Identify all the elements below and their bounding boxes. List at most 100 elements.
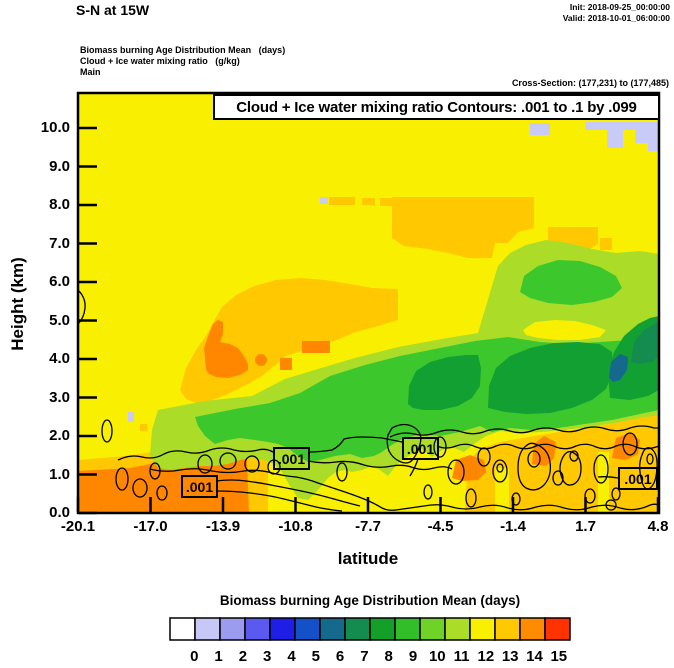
plot-border [76,91,661,515]
region-orange-dot [255,354,267,366]
colorbar-tick-label: 1 [214,648,223,665]
region-orange-bar [302,341,330,353]
colorbar-cell [444,617,471,641]
y-tick-label: 7.0 [49,234,70,252]
colorbar-tick-label: 11 [453,648,470,665]
contour-label: .001 [624,470,652,487]
contour-line [307,460,453,471]
contour-cell [622,432,638,456]
plot-title-box: Cloud + Ice water mixing ratio Contours:… [213,94,660,120]
region-lavender-dash [320,197,328,204]
contour-cell [477,447,491,467]
valid-timestamp: Valid: 2018-10-01_06:00:00 [562,13,670,23]
x-tick-label: -13.9 [205,518,241,535]
region-teal-core [609,354,628,382]
colorbar-cell [294,617,321,641]
region-midgreen-upper-patch [520,260,622,305]
colorbar-cell [269,617,296,641]
contour-cell [611,487,621,501]
y-tick-label: 0.0 [49,504,70,521]
y-tick-label: 2.0 [49,427,70,444]
region-darkgreen-core [488,342,613,414]
region-gold-upper-band [392,197,534,258]
contour-line [436,443,659,450]
colorbar-cell [369,617,396,641]
x-tick-label: -17.0 [133,518,168,535]
field-name-contour: Cloud + Ice water mixing ratio (g/kg) [80,56,240,66]
x-tick-label: 1.7 [575,518,596,535]
colorbar-tick-label: 4 [287,648,296,665]
colorbar-tick-label: 2 [238,648,248,665]
colorbar-cell [494,617,521,641]
region-gold-upper-right-small [600,238,612,250]
region-darkgreen-core [408,355,481,410]
field-name-mean: Biomass burning Age Distribution Mean (d… [80,45,286,55]
region-gold-dash [362,198,375,205]
contour-cell [569,450,579,462]
contour-label: .001 [277,450,306,467]
region-deepgreen-core [631,322,659,364]
contour-cell [115,467,129,491]
contour-cell [584,488,596,504]
region-lavender-dash [128,412,134,422]
colorbar-cell [469,617,496,641]
colorbar-tick-label: 13 [501,648,519,665]
contour-cell [517,442,552,491]
contour-cell [527,450,541,468]
y-tick-label: 9.0 [49,157,70,175]
colorbar-cell [544,617,571,641]
x-tick-label: -1.4 [500,518,526,535]
contour-cell [496,463,504,473]
region-yellow-gap [523,320,606,340]
colorbar-cell [319,617,346,641]
colorbar-tick-label: 3 [263,648,272,665]
contour-cell [639,447,658,490]
x-axis-ticks [76,497,660,512]
region-yellow-notch [495,468,509,513]
region-lavender-patch [530,123,550,135]
contour-cell [559,451,582,486]
y-axis-label: Height (km) [8,257,27,351]
contour-line [389,425,659,438]
y-tick-label: 8.0 [49,196,70,213]
contour-label-box: .001 [273,447,310,470]
region-gold-dot [140,424,147,431]
region-orange-bar [280,358,292,370]
contour-label-box: .001 [402,437,439,460]
contour-cell [605,499,617,511]
region-gold-dash [329,197,355,205]
contour-label-box: .001 [618,467,658,490]
colorbar-tick-label: 15 [550,648,568,665]
contour-label: .001 [185,478,214,495]
contour-cell [244,455,260,473]
colorbar-tick-label: 0 [190,648,199,665]
colorbar-cell [419,617,446,641]
colorbar-tick-label: 10 [428,648,446,665]
grid-name: Main [80,67,101,77]
colorbar-cell [394,617,421,641]
colorbar-cell [244,617,271,641]
colorbar-tick-label: 8 [384,648,393,665]
x-tick-label: 4.8 [647,518,669,535]
contour-fill-field [78,93,659,513]
x-tick-label: -7.7 [355,518,381,535]
contour-cell [492,459,508,483]
y-tick-label: 10.0 [40,119,70,136]
colorbar-tick-label: 7 [360,648,369,665]
colorbar-tick-label: 5 [311,648,320,665]
contour-cell [197,454,213,474]
init-timestamp: Init: 2018-09-25_00:00:00 [569,2,670,12]
contour-cell [552,470,564,486]
y-axis-ticks [79,126,97,515]
contour-cell [646,453,654,465]
contour-line [307,436,403,453]
colorbar-cell [219,617,246,641]
colorbar-cell [519,617,546,641]
contour-line [409,458,419,477]
contour-label: .001 [406,440,435,457]
region-orange-cell [532,436,556,466]
colorbar [169,617,571,641]
cross-section-coords: Cross-Section: (177,231) to (177,485) [511,78,669,88]
colorbar-tick-label: 14 [526,648,543,665]
